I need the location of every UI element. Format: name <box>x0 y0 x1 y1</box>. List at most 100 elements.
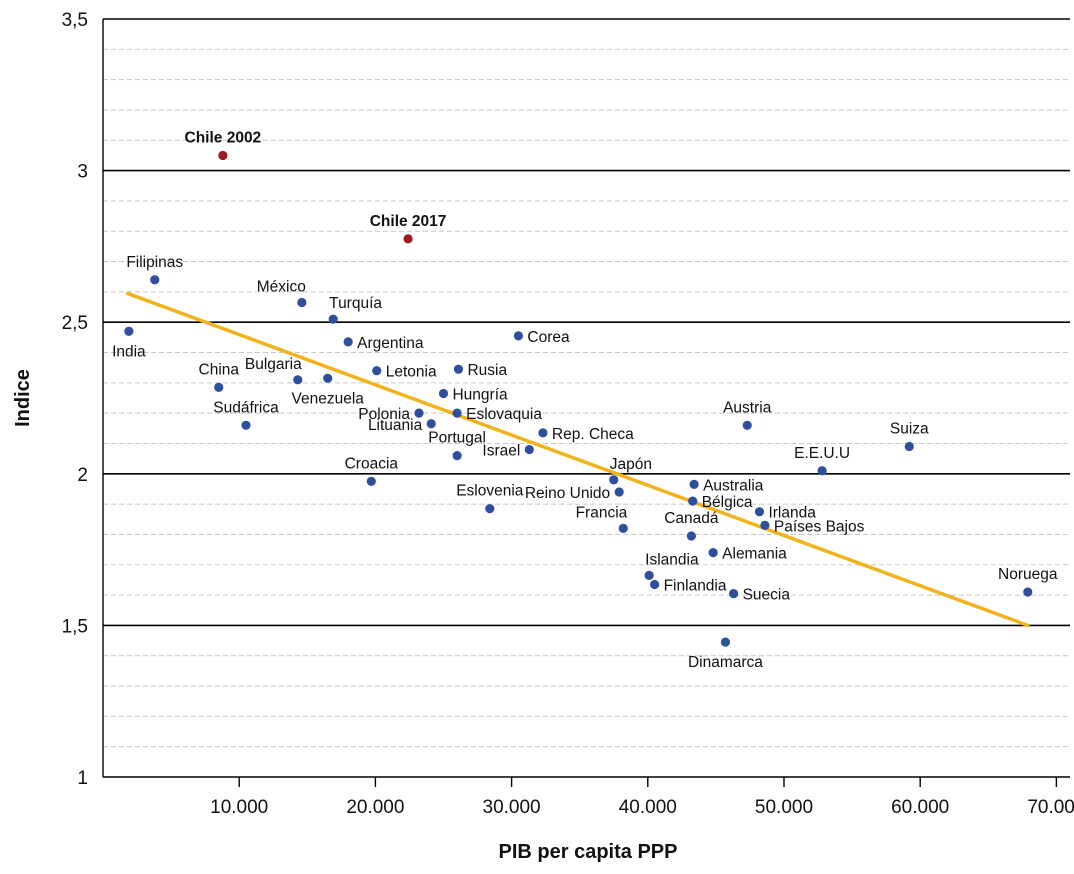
y-tick-label: 2 <box>77 465 88 486</box>
y-tick-label: 1,5 <box>62 616 88 637</box>
point-croacia <box>366 476 376 486</box>
label-japon: Japón <box>610 456 652 473</box>
y-tick-label: 1 <box>77 768 88 789</box>
label-filipinas: Filipinas <box>126 254 183 271</box>
label-austria: Austria <box>723 399 772 416</box>
y-tick-label: 3,5 <box>62 10 88 31</box>
label-israel: Israel <box>482 443 520 460</box>
label-portugal: Portugal <box>428 430 486 447</box>
point-rep-checa <box>538 428 548 438</box>
label-francia: Francia <box>576 504 628 521</box>
label-dinamarca: Dinamarca <box>688 654 763 671</box>
point-israel <box>524 444 534 455</box>
label-rep-checa: Rep. Checa <box>552 426 634 443</box>
point-sudafrica <box>241 420 251 430</box>
label-polonia: Polonia <box>358 406 410 423</box>
minor-gridlines <box>103 48 1070 748</box>
x-tick-label: 70.000 <box>1027 797 1074 818</box>
x-tick-label: 30.000 <box>483 797 541 818</box>
point-china <box>214 382 224 392</box>
point-suecia <box>728 588 739 599</box>
label-noruega: Noruega <box>998 566 1058 583</box>
point-eslovenia <box>485 504 495 514</box>
label-alemania: Alemania <box>722 546 787 563</box>
trendline-group <box>125 291 1030 628</box>
label-islandia: Islandia <box>645 551 699 568</box>
point-irlanda <box>754 507 765 517</box>
label-e-e-u-u: E.E.U.U <box>794 445 850 462</box>
label-chile-2002: Chile 2002 <box>185 129 262 146</box>
point-bulgaria <box>293 375 303 385</box>
point-mexico <box>297 297 307 308</box>
point-e-e-u-u <box>817 466 827 476</box>
point-chile-2017 <box>403 234 413 244</box>
point-reino-unido <box>614 487 624 497</box>
point-dinamarca <box>720 637 731 647</box>
data-points <box>124 150 1033 647</box>
label-eslovaquia: Eslovaquia <box>466 406 542 423</box>
y-tick-label: 3 <box>77 162 88 183</box>
label-bulgaria: Bulgaria <box>245 356 302 373</box>
point-corea <box>513 331 524 341</box>
label-india: India <box>112 343 146 360</box>
x-tick-label: 50.000 <box>755 797 813 818</box>
x-tick-label: 40.000 <box>619 797 677 818</box>
point-filipinas <box>150 275 160 285</box>
point-turquia <box>328 314 338 324</box>
label-argentina: Argentina <box>357 335 424 352</box>
label-letonia: Letonia <box>386 364 437 381</box>
point-paises-bajos <box>760 520 770 530</box>
point-noruega <box>1023 587 1033 597</box>
point-india <box>124 326 134 336</box>
label-suiza: Suiza <box>890 421 929 438</box>
label-suecia: Suecia <box>743 587 791 604</box>
label-sudafrica: Sudáfrica <box>213 399 279 416</box>
point-austria <box>742 420 752 430</box>
label-canada: Canadá <box>664 510 719 527</box>
x-axis-ticks: 10.000 20.000 30.000 40.000 50.000 60.000 70.0… <box>210 777 1074 818</box>
point-argentina <box>343 337 353 347</box>
y-axis-ticks: 1 1,5 2 2,5 3 3,5 <box>62 10 88 789</box>
label-belgica: Bélgica <box>702 494 753 511</box>
point-venezuela <box>323 373 333 383</box>
point-alemania <box>708 548 718 558</box>
label-venezuela: Venezuela <box>292 390 365 407</box>
x-tick-label: 60.000 <box>891 797 949 818</box>
label-reino-unido: Reino Unido <box>525 485 610 502</box>
point-australia <box>689 479 699 490</box>
y-tick-label: 2,5 <box>62 313 88 334</box>
label-eslovenia: Eslovenia <box>456 483 524 500</box>
label-croacia: Croacia <box>345 455 399 472</box>
label-chile-2017: Chile 2017 <box>370 213 447 230</box>
label-paises-bajos: Países Bajos <box>774 518 865 535</box>
x-axis-title: PIB per capita PPP <box>499 841 678 863</box>
point-labels: Chile 2002 Chile 2017 Filipinas India México… <box>112 129 1058 671</box>
x-tick-label: 10.000 <box>210 797 268 818</box>
label-china: China <box>199 361 240 378</box>
point-portugal <box>452 451 462 461</box>
point-canada <box>686 531 696 541</box>
label-hungria: Hungría <box>452 386 508 403</box>
point-lituania <box>426 419 436 429</box>
label-irlanda: Irlanda <box>768 505 816 522</box>
x-tick-label: 20.000 <box>346 797 404 818</box>
trendline <box>125 291 1030 628</box>
point-chile-2002 <box>218 150 228 161</box>
point-polonia <box>414 408 424 418</box>
y-axis-title: Indice <box>12 369 34 427</box>
point-eslovaquia <box>452 408 462 418</box>
point-rusia <box>453 364 464 374</box>
label-australia: Australia <box>703 477 764 494</box>
axes <box>102 19 1070 778</box>
label-finlandia: Finlandia <box>664 577 727 594</box>
major-gridlines <box>103 18 1070 627</box>
label-corea: Corea <box>527 329 570 346</box>
point-hungria <box>438 388 449 399</box>
label-lituania: Lituania <box>368 417 423 434</box>
point-islandia <box>644 570 654 580</box>
point-letonia <box>372 366 382 376</box>
label-mexico: México <box>257 278 306 295</box>
label-turquia: Turquía <box>329 295 382 312</box>
point-suiza <box>904 441 914 452</box>
